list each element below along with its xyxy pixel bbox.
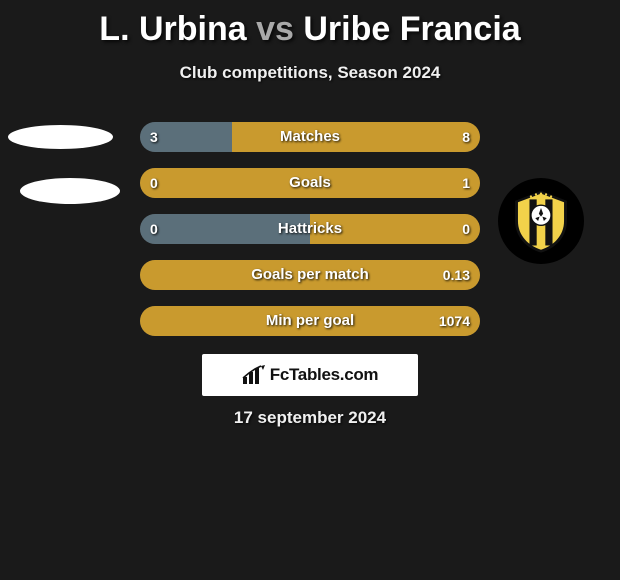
stat-fill-right [232,122,480,152]
player1-club-crest [20,178,120,204]
stat-value-right: 1074 [439,306,470,336]
stat-bar-track [140,214,480,244]
stat-row: Min per goal1074 [0,306,620,336]
stat-bar-track [140,260,480,290]
subtitle: Club competitions, Season 2024 [0,63,620,83]
stat-value-right: 1 [462,168,470,198]
attribution-text: FcTables.com [270,365,379,385]
stat-value-right: 8 [462,122,470,152]
stat-value-right: 0 [462,214,470,244]
stat-bar-track [140,168,480,198]
vs-text: vs [256,10,294,48]
player2-club-crest [498,178,584,264]
player2-name: Uribe Francia [303,10,520,48]
stat-value-left: 3 [150,122,158,152]
stat-value-right: 0.13 [443,260,470,290]
date-text: 17 september 2024 [0,408,620,428]
stat-value-left: 0 [150,214,158,244]
player1-name: L. Urbina [99,10,246,48]
shield-icon [505,185,577,257]
stat-row: Goals per match0.13 [0,260,620,290]
stat-value-left: 0 [150,168,158,198]
stat-fill-right [140,306,480,336]
player1-club-crest [8,125,113,149]
stat-fill-right [140,168,480,198]
stat-fill-right [310,214,480,244]
bars-icon [242,365,266,385]
stat-fill-left [140,214,310,244]
attribution-badge[interactable]: FcTables.com [202,354,418,396]
stat-bar-track [140,306,480,336]
stat-fill-right [140,260,480,290]
comparison-title: L. Urbina vs Uribe Francia [0,0,620,49]
stat-bar-track [140,122,480,152]
